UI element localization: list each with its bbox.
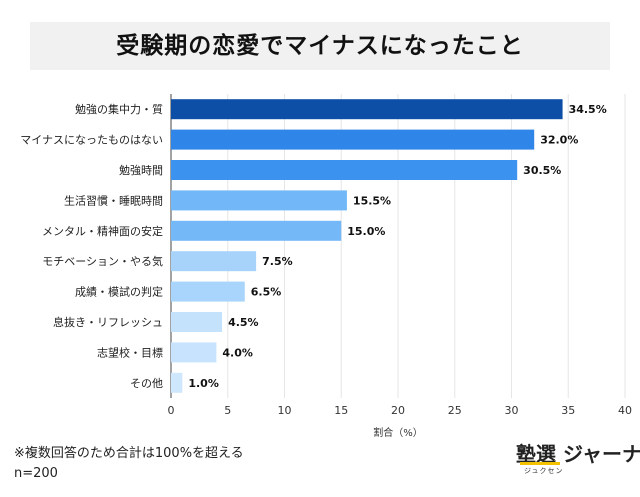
- x-tick-label-4: 20: [391, 404, 405, 417]
- x-tick-label-0: 0: [168, 404, 175, 417]
- bar-7: [171, 312, 223, 332]
- value-label-4: 15.0%: [347, 225, 385, 238]
- bar-2: [171, 160, 518, 180]
- value-label-9: 1.0%: [188, 377, 219, 390]
- footnote: ※複数回答のため合計は100%を超える n=200: [14, 444, 244, 484]
- x-tick-label-5: 25: [448, 404, 462, 417]
- value-label-0: 34.5%: [569, 103, 607, 116]
- category-label-0: 勉強の集中力・質: [75, 102, 163, 116]
- bar-3: [171, 190, 347, 211]
- category-label-2: 勉強時間: [119, 163, 163, 177]
- category-label-1: マイナスになったものはない: [20, 134, 163, 147]
- bar-4: [171, 220, 342, 241]
- bar-8: [171, 342, 217, 363]
- x-tick-label-2: 10: [278, 404, 292, 417]
- category-label-6: 成績・模試の判定: [75, 285, 163, 299]
- category-label-7: 息抜き・リフレッシュ: [53, 315, 163, 329]
- brand-logo: 塾選 ジャーナル ジュクセン: [516, 438, 640, 482]
- logo-subtext: ジュクセン: [524, 467, 564, 475]
- footnote-note: ※複数回答のため合計は100%を超える: [14, 446, 244, 461]
- value-label-2: 30.5%: [523, 164, 561, 177]
- bar-5: [171, 251, 257, 272]
- bar-6: [171, 281, 245, 302]
- bar-0: [171, 99, 563, 120]
- value-label-6: 6.5%: [251, 286, 282, 299]
- chart-title: 受験期の恋愛でマイナスになったこと: [116, 33, 524, 59]
- x-tick-label-6: 30: [505, 404, 519, 417]
- category-label-3: 生活習慣・睡眠時間: [64, 193, 163, 207]
- title-background: [30, 22, 610, 70]
- x-axis-label: 割合（%）: [373, 426, 423, 439]
- category-label-5: モチベーション・やる気: [42, 254, 163, 268]
- x-tick-label-3: 15: [334, 404, 348, 417]
- value-label-3: 15.5%: [353, 194, 391, 207]
- value-label-8: 4.0%: [222, 346, 253, 359]
- value-label-7: 4.5%: [228, 316, 259, 329]
- bar-9: [171, 372, 183, 393]
- category-label-9: その他: [130, 377, 163, 390]
- x-tick-label-8: 40: [618, 404, 632, 417]
- x-tick-label-1: 5: [224, 404, 231, 417]
- bar-1: [171, 129, 535, 150]
- x-tick-label-7: 35: [561, 404, 575, 417]
- footnote-sample-size: n=200: [14, 466, 58, 481]
- category-label-4: メンタル・精神面の安定: [42, 224, 163, 238]
- value-label-1: 32.0%: [540, 134, 578, 147]
- logo-accent-bar: [520, 462, 560, 465]
- value-label-5: 7.5%: [262, 255, 293, 268]
- category-label-8: 志望校・目標: [97, 345, 163, 359]
